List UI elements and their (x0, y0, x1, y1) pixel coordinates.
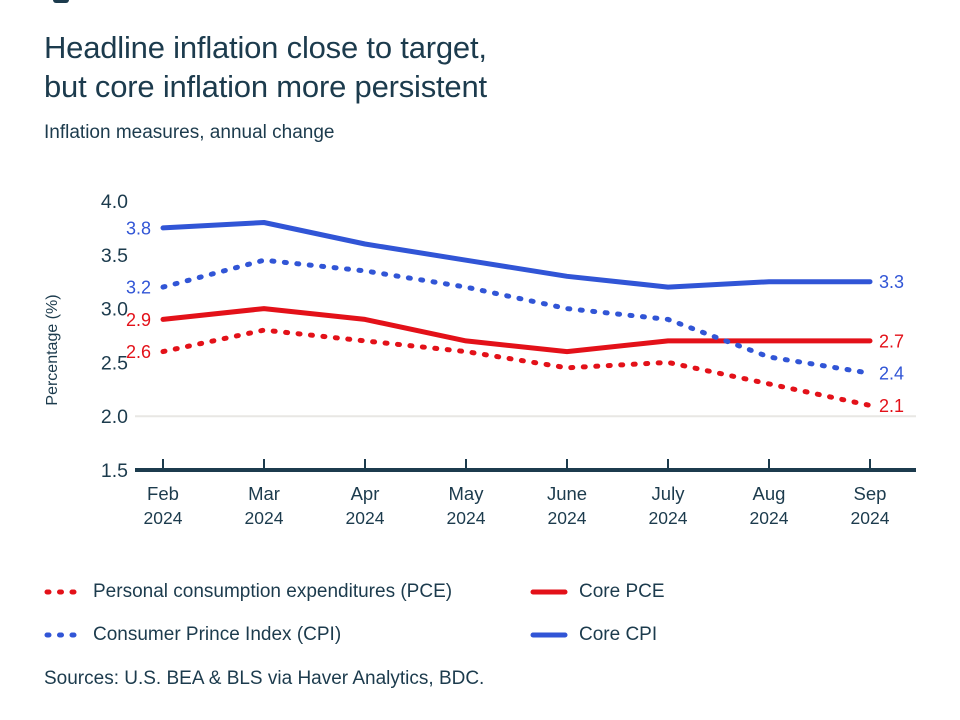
x-tick-label-month: Sep (854, 483, 887, 504)
x-tick-label-month: July (652, 483, 686, 504)
legend-item-core-pce: Core PCE (530, 575, 924, 608)
y-tick-label: 1.5 (101, 460, 128, 482)
legend-item-pce: Personal consumption expenditures (PCE) (44, 575, 530, 608)
x-tick-label-month: Apr (351, 483, 380, 504)
legend-label-core-cpi: Core CPI (579, 623, 658, 645)
x-tick-label-month: Aug (753, 483, 786, 504)
series-line-core-cpi (160, 220, 873, 290)
series-start-value-core-pce: 2.9 (126, 310, 151, 330)
x-tick-label-month: May (449, 483, 485, 504)
y-axis-title: Percentage (%) (44, 294, 61, 405)
chart-title: Headline inflation close to target, but c… (44, 28, 487, 106)
chart-title-line1: Headline inflation close to target, (44, 30, 487, 65)
chart-subtitle: Inflation measures, annual change (44, 122, 335, 143)
x-tick-label-month: June (547, 483, 587, 504)
x-tick-label-year: 2024 (346, 508, 385, 528)
series-start-value-core-cpi: 3.8 (126, 218, 151, 238)
legend-item-core-cpi: Core CPI (530, 618, 924, 651)
chart-title-line2: but core inflation more persistent (44, 69, 487, 104)
series-end-value-core-pce: 2.7 (879, 331, 904, 351)
y-tick-label: 3.0 (101, 299, 128, 321)
chart-legend: Personal consumption expenditures (PCE) … (44, 575, 924, 651)
legend-item-cpi: Consumer Prince Index (CPI) (44, 618, 530, 651)
pce-dotted-line-swatch (44, 587, 84, 597)
legend-label-cpi: Consumer Prince Index (CPI) (93, 623, 342, 645)
x-tick-label-year: 2024 (447, 508, 486, 528)
line-chart: 4.0 3.5 3.0 2.5 2.0 1.5 Percentage (%) Feb 2024 M… (44, 191, 916, 528)
y-tick-label: 2.5 (101, 352, 128, 374)
x-tick-label-year: 2024 (144, 508, 183, 528)
source-note: Sources: U.S. BEA & BLS via Haver Analyt… (44, 668, 485, 689)
x-tick-label-year: 2024 (649, 508, 688, 528)
series-line-core-pce (160, 306, 873, 355)
core-cpi-solid-line-swatch (530, 630, 570, 640)
legend-label-core-pce: Core PCE (579, 580, 665, 602)
x-tick-label-year: 2024 (750, 508, 789, 528)
core-pce-solid-line-swatch (530, 587, 570, 597)
y-tick-label: 4.0 (101, 191, 128, 213)
series-end-value-consumer-prince-index-cpi: 2.4 (879, 364, 904, 384)
x-tick-label-year: 2024 (548, 508, 587, 528)
series-end-value-personal-consumption-expenditures-pce: 2.1 (879, 396, 904, 416)
series-end-value-core-cpi: 3.3 (879, 272, 904, 292)
x-tick-label-month: Feb (147, 483, 179, 504)
series-start-value-consumer-prince-index-cpi: 3.2 (126, 278, 151, 298)
cropped-logo-mark (53, 0, 69, 3)
x-tick-label-year: 2024 (851, 508, 890, 528)
series-line-consumer-prince-index-cpi (160, 257, 873, 376)
series-start-value-personal-consumption-expenditures-pce: 2.6 (126, 342, 151, 362)
x-tick-label-month: Mar (248, 483, 280, 504)
cpi-dotted-line-swatch (44, 630, 84, 640)
y-tick-label: 2.0 (101, 406, 128, 428)
x-tick-label-year: 2024 (245, 508, 284, 528)
y-tick-label: 3.5 (101, 245, 128, 267)
legend-label-pce: Personal consumption expenditures (PCE) (93, 580, 453, 602)
